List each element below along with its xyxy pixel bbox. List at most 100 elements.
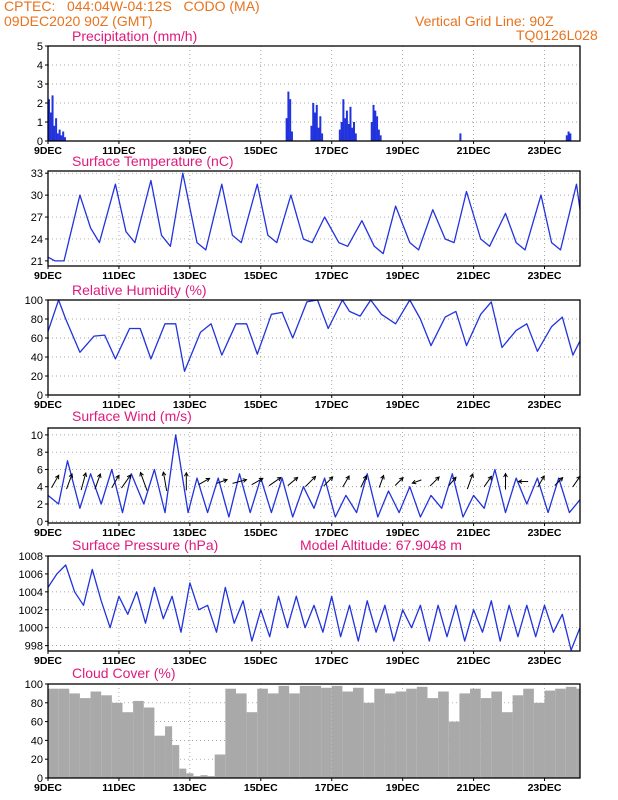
wind-arrow xyxy=(80,472,88,491)
x-tick-label: 21DEC xyxy=(457,655,491,667)
panel-rh: 0 20 40 60 80 100 9DEC 11DEC 13DEC 15DEC 17DEC 19DE… xyxy=(25,282,581,411)
cloud-bar xyxy=(501,712,513,778)
wind-arrow-head xyxy=(55,474,60,480)
x-tick-label: 23DEC xyxy=(528,782,562,794)
pres-line xyxy=(47,564,581,651)
wind-arrow xyxy=(342,475,350,488)
x-tick-label: 17DEC xyxy=(315,527,349,539)
wind-arrow-shaft xyxy=(121,474,132,489)
wind-arrow xyxy=(360,474,368,488)
wind-arrow xyxy=(537,475,545,488)
x-tick-label: 15DEC xyxy=(244,527,278,539)
cloud-bar xyxy=(200,775,208,778)
x-tick-label: 19DEC xyxy=(386,399,420,411)
wind-arrow-head xyxy=(517,479,523,484)
panel-title: Surface Temperature (nC) xyxy=(72,153,234,169)
wind-arrow-head xyxy=(452,476,457,482)
wind-arrow-shaft xyxy=(268,477,282,487)
wind-arrow-shaft xyxy=(323,476,334,487)
wind-arrow xyxy=(232,478,248,484)
x-tick-label: 13DEC xyxy=(173,145,207,157)
wind-arrow-shaft xyxy=(140,472,148,491)
panel-temp: 21 24 27 30 33 9DEC 11DEC 13DEC 15DEC 17DEC 19DEC 2… xyxy=(31,153,581,282)
wind-arrow-head xyxy=(311,475,317,481)
panel-cloud: 0 20 40 60 80 100 9DEC 11DEC 13DEC 15DEC 17DEC 19DE… xyxy=(25,665,581,794)
x-tick-label: 11DEC xyxy=(102,782,136,794)
wind-arrow-shaft xyxy=(66,473,73,490)
precip-bar xyxy=(459,133,462,141)
cloud-bar xyxy=(235,693,247,778)
x-tick-label: 23DEC xyxy=(528,527,562,539)
cloud-bar xyxy=(207,776,215,778)
wind-arrow-shaft xyxy=(448,476,457,487)
wind-arrow xyxy=(161,471,168,492)
precip-bar xyxy=(53,125,56,141)
precip-bar xyxy=(317,127,320,141)
cloud-bar xyxy=(172,745,180,778)
precip-bar xyxy=(285,118,288,141)
wind-arrow xyxy=(378,474,385,488)
panel-frame xyxy=(47,299,581,396)
wind-arrow-head xyxy=(205,477,211,483)
wind-arrow-head xyxy=(242,478,248,483)
x-tick-label: 21DEC xyxy=(457,527,491,539)
cloud-bar xyxy=(533,702,545,778)
precip-bar xyxy=(379,135,382,141)
y-tick-label: 1004 xyxy=(19,587,43,599)
precip-bar xyxy=(567,131,570,141)
precip-bar xyxy=(377,129,380,141)
panel-annotation: Model Altitude: 67.9048 m xyxy=(300,537,462,553)
x-tick-label: 21DEC xyxy=(457,145,491,157)
cloud-bar xyxy=(491,691,502,778)
wind-arrow-head xyxy=(362,474,368,480)
precip-bar xyxy=(62,131,65,141)
x-tick-label: 17DEC xyxy=(315,145,349,157)
x-tick-label: 9DEC xyxy=(34,399,62,411)
cloud-bar xyxy=(186,773,194,778)
precip-bar xyxy=(354,133,357,141)
cloud-bar xyxy=(299,685,311,778)
wind-arrow xyxy=(111,474,120,489)
wind-arrow-shaft xyxy=(554,477,564,486)
y-tick-label: 0 xyxy=(37,136,43,148)
cloud-bar xyxy=(470,688,481,778)
y-tick-label: 20 xyxy=(31,754,43,766)
precip-bar xyxy=(58,129,61,141)
y-tick-label: 1008 xyxy=(19,551,43,563)
x-tick-label: 11DEC xyxy=(102,145,136,157)
cloud-bar xyxy=(79,698,91,778)
y-tick-label: 60 xyxy=(31,717,43,729)
precip-bar xyxy=(353,122,356,141)
precip-bar xyxy=(347,123,350,141)
x-tick-label: 17DEC xyxy=(315,399,349,411)
precip-bar xyxy=(338,129,341,141)
precip-bar xyxy=(342,99,345,141)
wind-arrow-shaft xyxy=(466,473,474,490)
cloud-bar xyxy=(331,685,343,778)
y-tick-label: 24 xyxy=(31,234,43,246)
wind-arrow-head xyxy=(469,473,474,479)
header-date: 09DEC2020 90Z (GMT) xyxy=(4,13,153,29)
y-tick-label: 0 xyxy=(37,390,43,402)
precip-bar xyxy=(60,135,63,141)
panel-title: Cloud Cover (%) xyxy=(72,665,175,681)
precip-bar xyxy=(310,125,313,141)
wind-arrow-shaft xyxy=(94,473,101,490)
y-tick-label: 10 xyxy=(31,430,43,442)
x-tick-label: 19DEC xyxy=(386,782,420,794)
x-tick-label: 9DEC xyxy=(34,527,62,539)
cloud-bar xyxy=(353,687,364,778)
precip-bar xyxy=(321,133,324,141)
x-tick-label: 9DEC xyxy=(34,655,62,667)
cloud-bar xyxy=(406,688,417,778)
precip-bar xyxy=(55,118,58,141)
precip-bar xyxy=(49,112,52,141)
panel-frame xyxy=(47,170,581,267)
wind-arrow xyxy=(466,473,474,490)
x-tick-label: 17DEC xyxy=(315,270,349,282)
x-tick-label: 19DEC xyxy=(386,655,420,667)
wind-arrow xyxy=(121,474,132,489)
cloud-bar xyxy=(374,688,385,778)
wind-arrow xyxy=(517,479,529,484)
x-tick-label: 19DEC xyxy=(386,527,420,539)
